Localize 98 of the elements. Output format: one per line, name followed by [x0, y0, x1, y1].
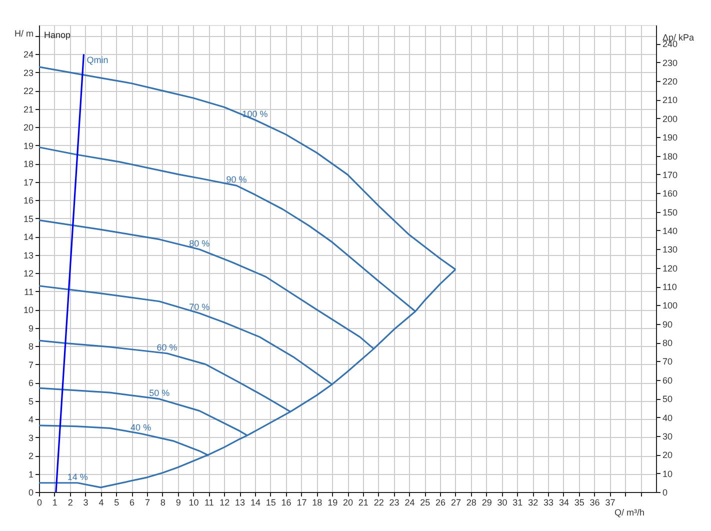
x-tick-label: 32	[528, 498, 538, 508]
x-tick-label: 3	[83, 498, 88, 508]
x-tick-label: 12	[220, 498, 230, 508]
x-tick-label: 18	[312, 498, 322, 508]
x-tick-label: 11	[204, 498, 214, 508]
annotation: 70 %	[189, 302, 210, 312]
x-tick-label: 6	[130, 498, 135, 508]
y-tick-label: 18	[23, 159, 34, 170]
annotation: 60 %	[156, 342, 178, 352]
x-tick-label: 36	[590, 498, 600, 508]
annotation: 40 %	[130, 422, 152, 433]
y2-tick-label: 230	[662, 58, 678, 68]
y2-tick-label: 160	[662, 188, 678, 199]
y2-tick-label: 70	[662, 356, 673, 367]
x-tick-label: 34	[558, 498, 569, 508]
y2-tick-label: 120	[662, 263, 678, 274]
x-tick-label: 13	[235, 498, 246, 508]
y-tick-label: 5	[28, 396, 34, 406]
x-tick-label: 20	[342, 498, 354, 508]
y-tick-label: 15	[23, 214, 34, 224]
y-tick-label: 2	[28, 451, 34, 462]
y2-tick-label: 30	[662, 431, 673, 442]
y-tick-label: 24	[23, 50, 34, 60]
x-tick-label: 28	[466, 498, 476, 508]
y-tick-label: 19	[23, 140, 34, 151]
y-tick-label: 13	[23, 250, 34, 260]
y-tick-label: 21	[23, 104, 34, 114]
x-tick-label: 7	[144, 498, 150, 508]
y2-tick-label: 180	[662, 151, 678, 162]
y-tick-label: 11	[24, 286, 34, 297]
y-tick-label: 3	[28, 432, 34, 443]
y2-tick-label: 10	[662, 468, 673, 479]
x-axis-title: Q/ m³/h	[614, 508, 645, 518]
x-tick-label: 8	[160, 498, 166, 508]
x-tick-label: 26	[436, 498, 446, 508]
y2-tick-label: 130	[662, 244, 678, 255]
annotation: 50 %	[149, 388, 170, 398]
y-tick-label: 14	[23, 232, 34, 242]
annotation: 14 %	[67, 472, 88, 482]
x-tick-label: 16	[281, 498, 292, 508]
y2-tick-label: 190	[662, 132, 678, 143]
x-tick-label: 14	[250, 498, 260, 508]
y-tick-label: 17	[23, 177, 34, 188]
x-tick-label: 5	[114, 498, 120, 508]
x-tick-label: 17	[296, 498, 307, 508]
annotation: 80 %	[189, 238, 210, 248]
y2-tick-label: 170	[662, 170, 678, 180]
y-tick-label: 9	[28, 323, 34, 334]
x-tick-label: 4	[98, 498, 104, 508]
y-tick-label: 12	[23, 268, 34, 279]
y2-tick-label: 0	[662, 488, 668, 498]
y-tick-label: 0	[28, 488, 34, 498]
y2-tick-label: 40	[662, 412, 673, 423]
x-tick-label: 37	[605, 498, 616, 508]
y2-tick-label: 80	[662, 338, 673, 348]
y2-tick-label: 140	[662, 226, 678, 236]
y2-tick-label: 100	[662, 300, 678, 311]
x-tick-label: 33	[544, 498, 554, 508]
x-tick-label: 27	[450, 498, 461, 508]
y2-tick-label: 90	[662, 319, 673, 330]
x-tick-label: 1	[52, 498, 58, 508]
y2-tick-label: 200	[662, 114, 678, 124]
annotation: 90 %	[226, 174, 247, 185]
x-tick-label: 29	[482, 498, 492, 508]
y-tick-label: 4	[28, 414, 34, 425]
y2-tick-label: 210	[662, 95, 678, 106]
y-tick-label: 23	[23, 68, 34, 78]
x-tick-label: 31	[512, 498, 523, 508]
x-tick-label: 19	[328, 498, 338, 508]
y2-tick-label: 150	[662, 207, 678, 218]
y-tick-label: 8	[28, 342, 34, 352]
x-tick-label: 22	[374, 498, 384, 508]
y-tick-label: 7	[28, 360, 34, 370]
x-tick-label: 35	[574, 498, 584, 508]
x-tick-label: 0	[36, 498, 42, 508]
y-tick-label: 16	[23, 196, 34, 206]
y-axis-title: H/ m	[14, 28, 34, 38]
x-tick-label: 10	[188, 498, 199, 508]
y2-tick-label: 60	[662, 375, 673, 386]
y-tick-label: 22	[23, 86, 34, 96]
x-tick-label: 2	[68, 498, 73, 508]
x-tick-label: 24	[404, 498, 415, 508]
y2-tick-label: 220	[662, 76, 678, 87]
x-tick-label: 15	[266, 498, 276, 508]
y-tick-label: 20	[23, 122, 34, 133]
x-tick-label: 30	[497, 498, 508, 508]
x-tick-label: 23	[389, 498, 400, 508]
annotation: Qmin	[86, 55, 108, 66]
x-tick-label: 21	[358, 498, 368, 508]
y-tick-label: 10	[23, 305, 34, 316]
annotation: Hanop	[44, 30, 71, 40]
y-tick-label: 6	[28, 378, 34, 388]
x-tick-label: 9	[176, 498, 181, 508]
x-tick-label: 25	[420, 498, 430, 508]
y2-tick-label: 20	[662, 450, 673, 460]
y2-tick-label: 50	[662, 394, 673, 404]
y2-tick-label: 110	[662, 282, 677, 292]
y-tick-label: 1	[28, 469, 34, 480]
